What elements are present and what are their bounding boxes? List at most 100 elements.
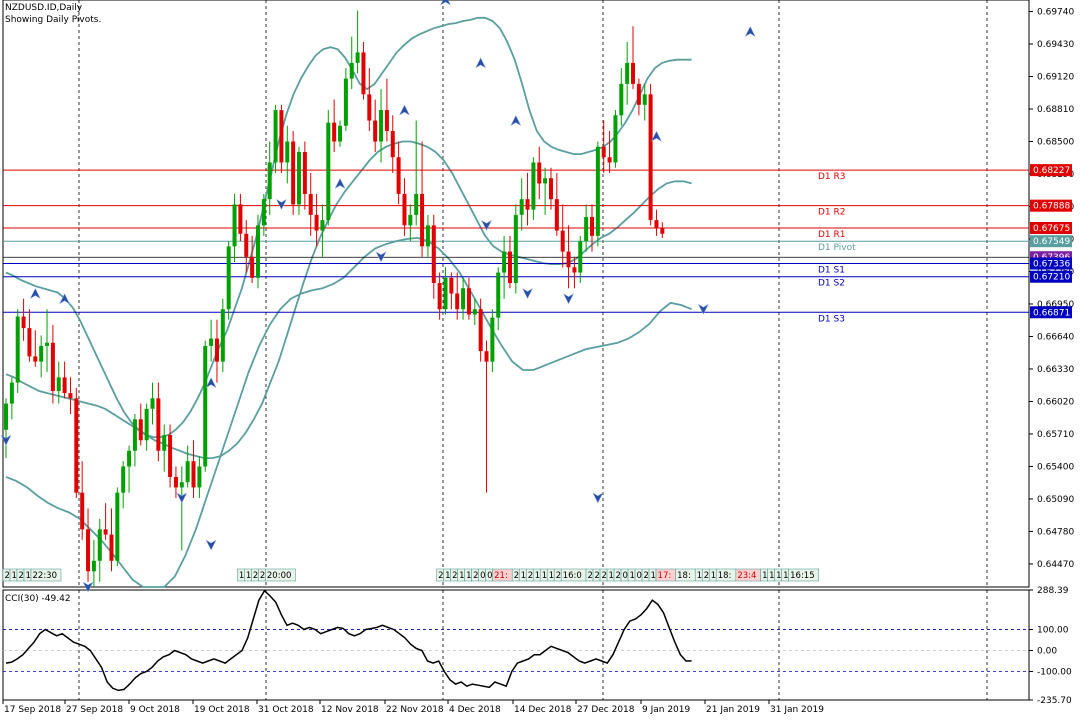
candle-body [648, 94, 653, 221]
fractal-up-icon [29, 287, 41, 300]
candle-body [214, 338, 219, 362]
date-tick-label: 9 Jan 2019 [642, 705, 690, 715]
fractal-up-icon [510, 114, 522, 127]
candle-body [472, 309, 477, 315]
candle-body [132, 419, 137, 451]
candle-body [103, 529, 108, 535]
date-tick-label: 31 Oct 2018 [258, 705, 314, 715]
pivots-caption: Showing Daily Pivots. [5, 15, 102, 25]
candle-body [566, 251, 571, 268]
price-badge [1030, 199, 1072, 212]
fractal-up-icon [744, 25, 756, 38]
pivot-label: D1 S2 [818, 279, 845, 289]
candle-body [267, 162, 272, 200]
candle-body [431, 225, 436, 284]
candle-body [50, 342, 55, 391]
cci-tick-label: -100.00 [1037, 668, 1072, 678]
candle-body [513, 214, 518, 284]
date-tick-label: 27 Dec 2018 [577, 705, 635, 715]
fractal-up-icon [439, 0, 452, 6]
candle-body [396, 157, 401, 194]
candle-body [109, 534, 114, 561]
candle-body [179, 482, 184, 488]
candle-body [197, 466, 202, 488]
candle-body [478, 309, 483, 352]
candle-body [9, 382, 14, 404]
candle-body [320, 220, 325, 231]
price-tick-label: 0.66640 [1037, 332, 1074, 342]
session-box-label: 2 [602, 571, 607, 581]
candle-body [367, 94, 372, 121]
candle-body [437, 283, 442, 310]
date-tick-label: 27 Sep 2018 [66, 705, 123, 715]
candle-body [56, 377, 61, 391]
candle-body [45, 342, 50, 346]
candle-body [173, 476, 178, 488]
candle-body [578, 241, 583, 273]
cci-tick-label: 288.39 [1037, 586, 1069, 596]
session-box [265, 568, 296, 582]
price-tick-label: 0.65090 [1037, 495, 1074, 505]
session-box-label: 18: [677, 571, 691, 581]
fractal-down-icon [521, 287, 534, 300]
candle-body [642, 94, 647, 105]
candle-body [484, 351, 489, 362]
candle-body [279, 110, 284, 163]
candle-body [420, 193, 425, 247]
candle-body [80, 492, 85, 530]
candle-body [349, 62, 354, 79]
bollinger-upper-band [5, 16, 692, 438]
fractal-up-icon [334, 177, 346, 190]
candle-body [273, 110, 278, 163]
session-box-label: 0 [487, 571, 492, 581]
candle-body [584, 216, 589, 242]
price-panel-frame [2, 0, 1030, 588]
fractal-down-icon [562, 293, 575, 305]
price-badge-label: 0.67210 [1033, 273, 1070, 283]
price-badge [1030, 306, 1072, 319]
price-tick-label: 0.69430 [1037, 40, 1074, 50]
session-box-label: 1 [542, 571, 547, 581]
candle-body [572, 267, 577, 273]
candle-body [625, 62, 630, 84]
candle-body [185, 461, 190, 483]
session-box-label: 16:0 [563, 571, 582, 581]
fractal-down-icon [275, 198, 288, 210]
price-tick-label: 0.68500 [1037, 138, 1074, 148]
price-tick-label: 0.64470 [1037, 560, 1074, 570]
candle-body [127, 450, 132, 467]
candle-body [332, 122, 337, 142]
candle-body [531, 162, 536, 210]
candle-body [68, 393, 73, 399]
price-badge [1030, 270, 1072, 283]
session-box-label: 2 [704, 571, 709, 581]
session-box-label: 2 [473, 571, 478, 581]
price-badge-label: 0.67888 [1033, 202, 1070, 212]
candle-body [601, 146, 606, 158]
cci-tick-label: -235.70 [1037, 696, 1072, 706]
session-box-label: 18: [718, 571, 732, 581]
session-box-label: 2 [253, 571, 258, 581]
candle-body [654, 220, 659, 229]
candle-body [361, 52, 366, 95]
session-box-label: 1 [26, 571, 31, 581]
session-box-label: 2 [588, 571, 593, 581]
candle-body [660, 228, 665, 234]
candle-body [343, 78, 348, 126]
candle-body [338, 125, 343, 142]
price-badge [1030, 164, 1072, 177]
candle-body [21, 316, 26, 329]
candle-body [115, 492, 120, 561]
session-box-label: 2 [595, 571, 600, 581]
candle-body [27, 328, 32, 357]
fractal-up-icon [398, 104, 411, 116]
date-tick-label: 14 Dec 2018 [514, 705, 572, 715]
candle-body [97, 529, 102, 561]
candle-body [238, 204, 243, 234]
session-box-label: 1 [466, 571, 471, 581]
price-tick-label: 0.65400 [1037, 462, 1074, 472]
candle-body [168, 435, 173, 477]
price-badge-label: 0.66871 [1033, 308, 1070, 318]
date-tick-label: 21 Jan 2019 [706, 705, 760, 715]
